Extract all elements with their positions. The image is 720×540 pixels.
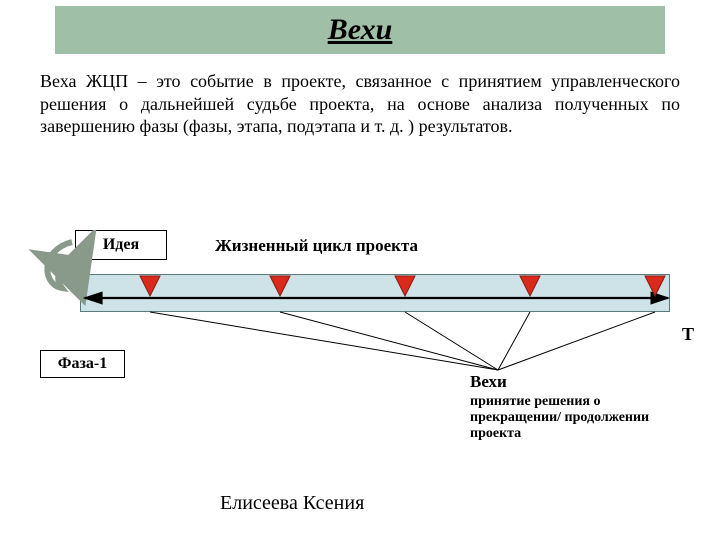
phase-label: Фаза-1 xyxy=(58,355,108,373)
idea-arrow-icon xyxy=(47,242,74,288)
milestone-callout-lines xyxy=(150,312,655,370)
milestone-marker-icon xyxy=(270,276,290,296)
callout-line xyxy=(498,312,655,370)
callout-line xyxy=(150,312,498,370)
title-banner: Вехи xyxy=(55,6,665,54)
milestone-markers xyxy=(140,276,665,296)
callout-line xyxy=(498,312,530,370)
milestone-marker-icon xyxy=(645,276,665,296)
milestone-title: Вехи xyxy=(470,372,507,392)
lifecycle-diagram: Идея Жизненный цикл проекта T Фаза-1 Вех… xyxy=(0,230,720,450)
callout-line xyxy=(405,312,498,370)
author-name: Елисеева Ксения xyxy=(220,492,364,515)
page-title: Вехи xyxy=(328,13,393,47)
time-axis-label: T xyxy=(682,324,694,345)
milestone-marker-icon xyxy=(395,276,415,296)
phase-box: Фаза-1 xyxy=(40,350,125,378)
milestone-marker-icon xyxy=(520,276,540,296)
callout-line xyxy=(280,312,498,370)
definition-paragraph: Веха ЖЦП – это событие в проекте, связан… xyxy=(40,70,680,138)
milestone-marker-icon xyxy=(140,276,160,296)
milestone-subtitle: принятие решения о прекращении/ продолже… xyxy=(470,394,680,442)
